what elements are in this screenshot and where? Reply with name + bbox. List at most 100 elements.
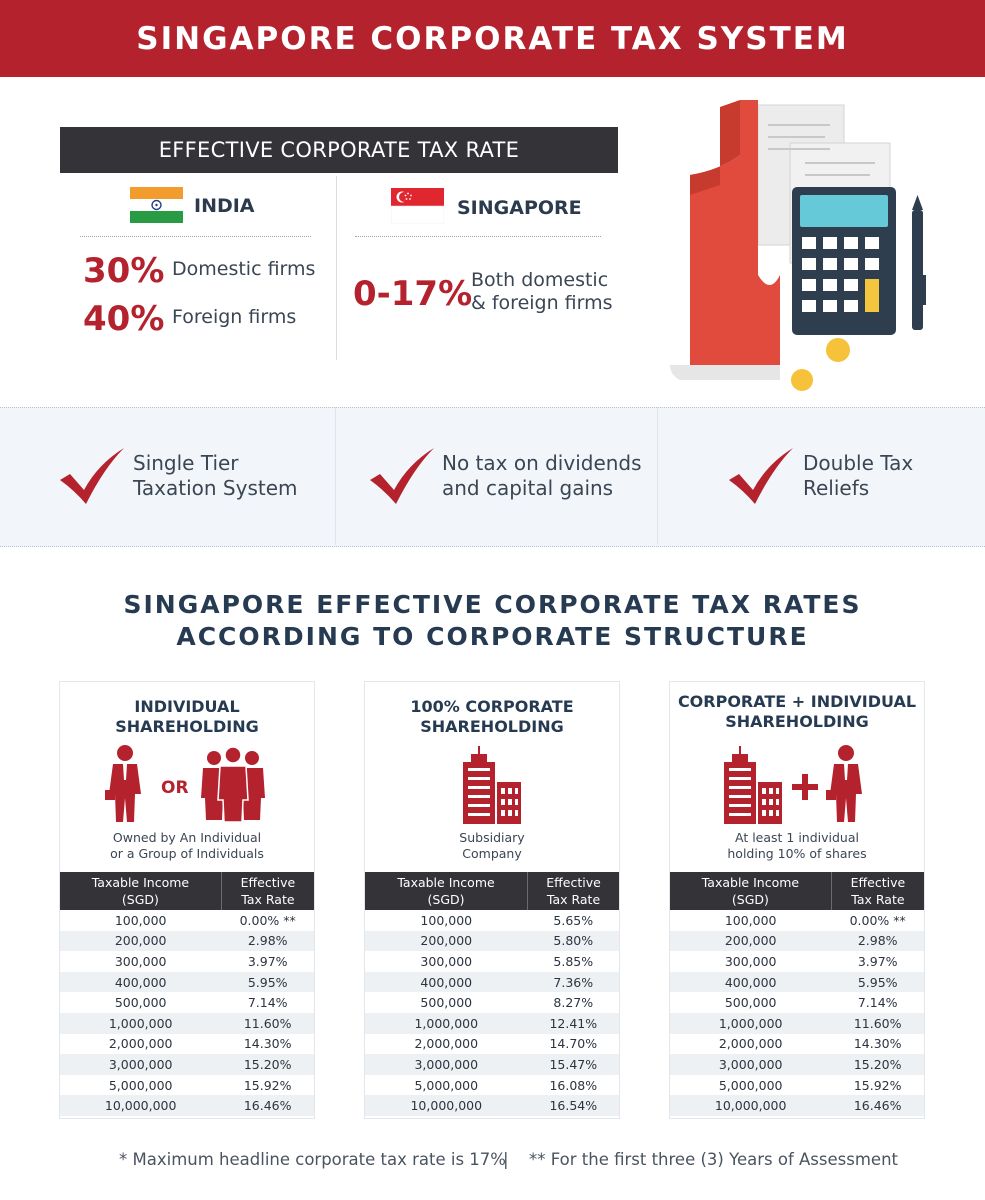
singapore-flag-icon <box>391 188 444 224</box>
taxable-income-cell: 3,000,000 <box>670 1054 832 1075</box>
taxable-income-cell: 1,000,000 <box>60 1012 222 1034</box>
taxable-income-cell: 2,000,000 <box>414 1036 479 1052</box>
taxable-income-cell: 100,000 <box>724 912 777 928</box>
effective-rate-cell: 7.14% <box>247 995 288 1011</box>
table-row: 300,000 3.97% <box>670 951 924 972</box>
table-row: 500,000 7.14% <box>670 992 924 1013</box>
effective-rate-cell: 5.80% <box>527 930 619 952</box>
section-title-line1: SINGAPORE EFFECTIVE CORPORATE TAX RATES <box>123 590 862 619</box>
singapore-label: SINGAPORE <box>457 197 582 219</box>
effective-rate-cell: 8.27% <box>553 995 594 1011</box>
india-domestic-label: Domestic firms <box>172 258 316 280</box>
table-row: 200,000 5.80% <box>365 930 619 952</box>
taxable-income-cell: 10,000,000 <box>60 1095 222 1116</box>
india-divider <box>80 236 311 237</box>
singapore-rate-label-line2: & foreign firms <box>471 292 613 314</box>
taxable-income-cell: 400,000 <box>670 971 832 993</box>
table-row: 500,000 8.27% <box>365 992 619 1013</box>
effective-rate-cell: 15.47% <box>527 1054 619 1075</box>
effective-rate-cell: 11.60% <box>221 1012 314 1034</box>
column-header-income: Taxable Income (SGD) <box>60 872 222 910</box>
footnote-max-rate: * Maximum headline corporate tax rate is… <box>119 1150 506 1169</box>
table-row: 10,000,000 16.46% <box>60 1095 314 1116</box>
card-caption: Subsidiary Company <box>459 830 525 861</box>
page-title: SINGAPORE CORPORATE TAX SYSTEM <box>136 20 849 57</box>
effective-rate-cell: 12.41% <box>527 1012 619 1034</box>
column-header-income: Taxable Income (SGD) <box>670 872 832 910</box>
taxable-income-cell: 5,000,000 <box>718 1077 783 1093</box>
calculator-receipt-illustration <box>670 100 926 391</box>
table-row: 300,000 5.85% <box>365 951 619 972</box>
table-row: 2,000,000 14.30% <box>670 1034 924 1055</box>
card-corporate-individual-shareholding: CORPORATE + INDIVIDUAL SHAREHOLDING At l… <box>669 681 925 1119</box>
taxable-income-cell: 100,000 <box>420 912 473 928</box>
table-row: 500,000 7.14% <box>60 992 314 1013</box>
businessman-icon <box>105 745 141 822</box>
effective-rate-cell: 15.92% <box>243 1077 292 1093</box>
table-row: 100,000 5.65% <box>365 910 619 931</box>
table-row: 5,000,000 16.08% <box>365 1075 619 1096</box>
column-header-income: Taxable Income (SGD) <box>365 872 528 910</box>
taxable-income-cell: 200,000 <box>670 930 832 952</box>
effective-rate-cell: 0.00% ** <box>239 912 296 928</box>
feature-single-tier: Single Tier Taxation System <box>133 451 298 500</box>
taxable-income-cell: 10,000,000 <box>365 1095 528 1116</box>
table-row: 1,000,000 11.60% <box>60 1012 314 1034</box>
country-divider <box>336 176 337 360</box>
footnote-separator: | <box>503 1150 509 1169</box>
taxable-income-cell: 500,000 <box>420 995 473 1011</box>
table-row: 200,000 2.98% <box>670 930 924 952</box>
taxable-income-cell: 3,000,000 <box>365 1054 528 1075</box>
table-row: 300,000 3.97% <box>60 951 314 972</box>
table-row: 1,000,000 11.60% <box>670 1012 924 1034</box>
effective-rate-cell: 16.46% <box>221 1095 314 1116</box>
table-row: 100,000 0.00% ** <box>670 910 924 931</box>
office-building-icon <box>724 746 782 824</box>
features-divider <box>657 407 658 545</box>
table-row: 3,000,000 15.47% <box>365 1054 619 1075</box>
taxable-income-cell: 10,000,000 <box>670 1095 832 1116</box>
checkmark-icon <box>60 448 124 504</box>
effective-rate-cell: 2.98% <box>831 930 924 952</box>
table-row: 3,000,000 15.20% <box>60 1054 314 1075</box>
table-row: 1,000,000 12.41% <box>365 1012 619 1034</box>
taxable-income-cell: 400,000 <box>365 971 528 993</box>
table-row: 5,000,000 15.92% <box>670 1075 924 1096</box>
table-row: 100,000 0.00% ** <box>60 910 314 931</box>
effective-rate-cell: 15.92% <box>853 1077 902 1093</box>
india-flag-icon <box>130 187 183 223</box>
effective-rate-cell: 15.20% <box>831 1054 924 1075</box>
taxable-income-cell: 3,000,000 <box>60 1054 222 1075</box>
effective-rate-cell: 7.36% <box>527 971 619 993</box>
feature-double-tax-relief: Double Tax Reliefs <box>803 451 914 500</box>
taxable-income-cell: 500,000 <box>724 995 777 1011</box>
table-row: 5,000,000 15.92% <box>60 1075 314 1096</box>
table-row: 10,000,000 16.46% <box>670 1095 924 1116</box>
taxable-income-cell: 5,000,000 <box>108 1077 173 1093</box>
card-caption: At least 1 individual holding 10% of sha… <box>727 830 867 861</box>
table-row: 10,000,000 16.54% <box>365 1095 619 1116</box>
effective-rate-cell: 14.30% <box>853 1036 902 1052</box>
table-row: 400,000 5.95% <box>60 971 314 993</box>
effective-rate-cell: 16.54% <box>527 1095 619 1116</box>
column-header-rate: Effective Tax Rate <box>220 872 314 910</box>
taxable-income-cell: 300,000 <box>114 953 167 969</box>
column-header-rate: Effective Tax Rate <box>830 872 924 910</box>
tax-rate-table: Taxable Income (SGD) Effective Tax Rate 10… <box>60 872 314 1116</box>
india-label: INDIA <box>194 195 255 217</box>
effective-rate-cell: 11.60% <box>831 1012 924 1034</box>
tax-rate-table: Taxable Income (SGD) Effective Tax Rate 10… <box>365 872 619 1116</box>
checkmark-icon <box>729 448 793 504</box>
card-individual-shareholding: INDIVIDUAL SHAREHOLDING OR Owned by An I… <box>59 681 315 1119</box>
taxable-income-cell: 300,000 <box>724 953 777 969</box>
checkmark-icon <box>370 448 434 504</box>
group-of-people-icon <box>201 746 265 822</box>
effective-rate-cell: 5.95% <box>221 971 314 993</box>
table-row: 400,000 5.95% <box>670 971 924 993</box>
taxable-income-cell: 300,000 <box>420 953 473 969</box>
tax-rate-table: Taxable Income (SGD) Effective Tax Rate 10… <box>670 872 924 1116</box>
effective-rate-cell: 14.30% <box>243 1036 292 1052</box>
taxable-income-cell: 2,000,000 <box>718 1036 783 1052</box>
taxable-income-cell: 2,000,000 <box>108 1036 173 1052</box>
features-strip <box>0 407 985 547</box>
